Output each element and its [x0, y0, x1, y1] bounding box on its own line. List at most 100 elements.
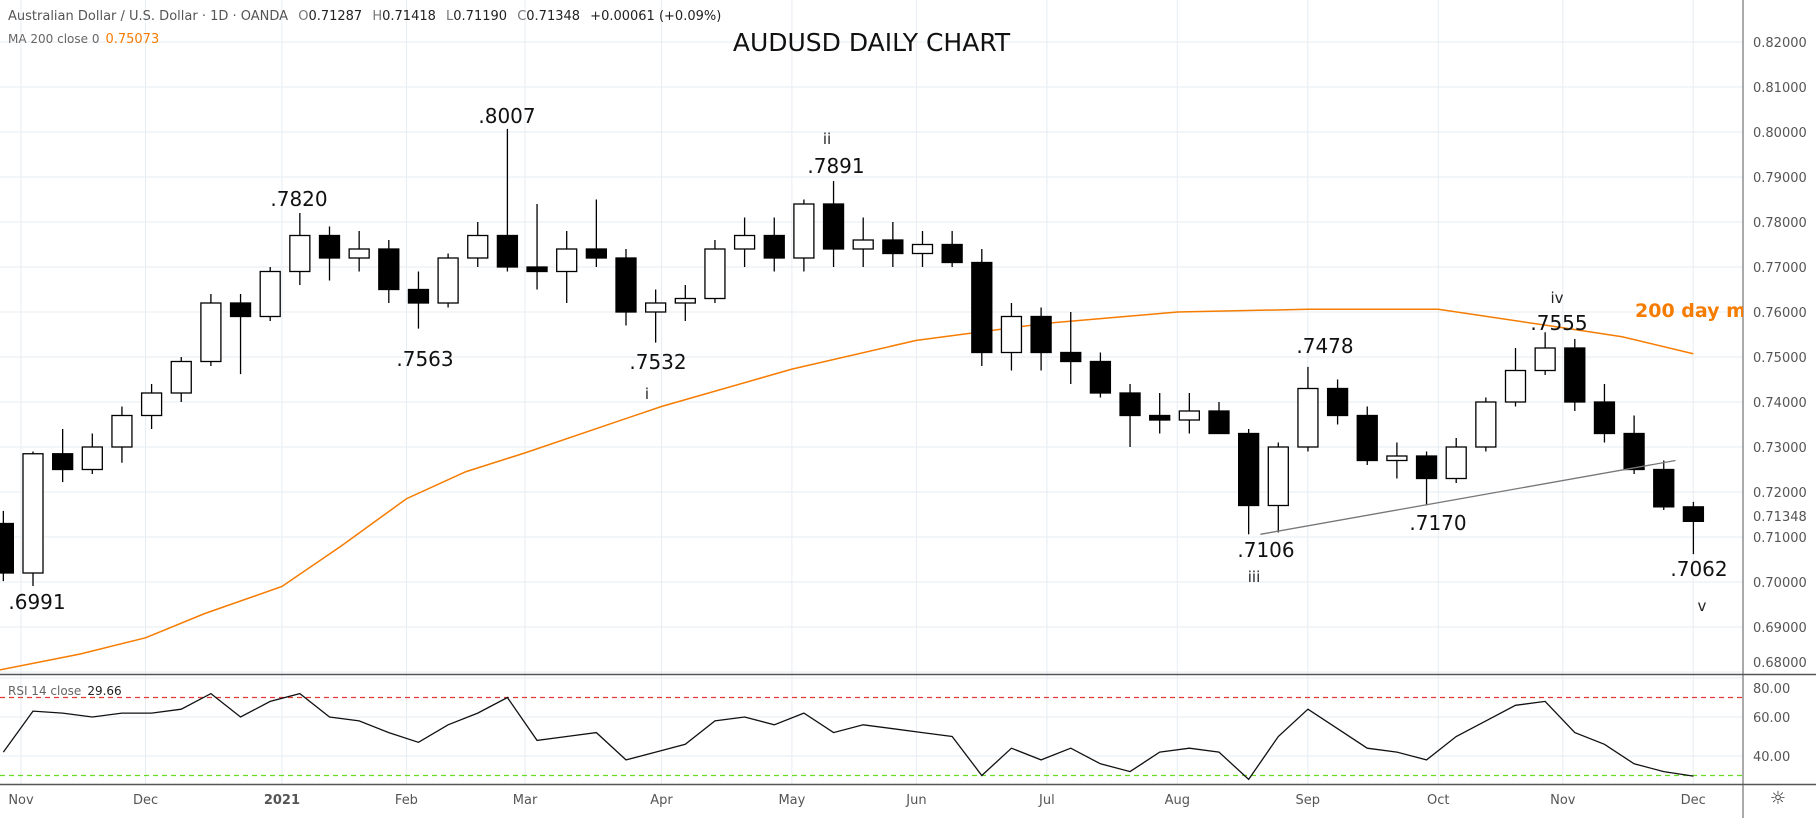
wave-label-i: i	[644, 385, 650, 403]
candle-body-bearish	[882, 239, 904, 255]
candle-body-bullish	[140, 392, 163, 417]
price-tick-label: 0.70000	[1753, 576, 1807, 591]
candle-body-bearish	[1653, 468, 1675, 508]
ohlc-row: Australian Dollar / U.S. Dollar · 1D · O…	[8, 8, 721, 30]
gear-icon[interactable]: ☼	[1769, 788, 1787, 809]
candle-body-bearish	[1208, 410, 1230, 435]
annotation-low-7532: .7532	[629, 350, 687, 374]
price-tick-label: 0.74000	[1753, 396, 1807, 411]
close-value: 0.71348	[526, 9, 581, 24]
rsi-legend[interactable]: RSI 14 close 29.66	[8, 684, 122, 698]
chart-title: AUDUSD DAILY CHART	[732, 28, 1011, 57]
ma-annotation: 200 day ma	[1635, 300, 1743, 322]
low-label: L	[446, 9, 454, 24]
symbol-name[interactable]: Australian Dollar / U.S. Dollar · 1D · O…	[8, 9, 289, 24]
candle-body-bullish	[348, 248, 370, 259]
time-axis[interactable]: Nov Dec 2021 Feb Mar Apr May Jun Jul Aug Sep Oct Nov…	[8, 793, 1706, 808]
candle-body-bearish	[1564, 347, 1586, 403]
candle-body-bearish	[378, 248, 400, 291]
candle-body-bearish	[526, 266, 548, 273]
candle-body-bearish	[1030, 315, 1052, 354]
candle-body-bearish	[1089, 360, 1112, 394]
time-tick-label: Oct	[1427, 793, 1449, 808]
price-axis[interactable]: 0.82000 0.81000 0.80000 0.79000 0.78000 0.770…	[1753, 36, 1807, 765]
candle-body-bearish	[1356, 414, 1378, 462]
time-tick-label: Apr	[650, 793, 673, 808]
candle-body-bearish	[1119, 392, 1141, 417]
candle-body-bullish	[170, 360, 192, 394]
candle-body-bullish	[1386, 455, 1408, 462]
rsi-tick-label: 80.00	[1753, 682, 1790, 697]
candle-body-bullish	[1297, 387, 1319, 448]
candle-body-bearish	[822, 203, 845, 250]
candle-body-bullish	[1000, 315, 1023, 354]
candle-body-bearish	[318, 234, 341, 259]
candle-body-bullish	[704, 248, 726, 300]
time-tick-label: Mar	[513, 793, 538, 808]
candle-body-bullish	[289, 234, 311, 273]
support-trendline	[1260, 459, 1676, 535]
candle-body-bullish	[1475, 401, 1497, 448]
price-tick-label: 0.76000	[1753, 306, 1807, 321]
annotation-high-7891: .7891	[807, 154, 865, 178]
candle-body-bearish	[1060, 351, 1082, 363]
price-tick-label: 0.79000	[1753, 171, 1807, 186]
annotation-low-7062: .7062	[1670, 557, 1728, 581]
time-tick-label: Jul	[1038, 793, 1055, 808]
annotation-low-7106: .7106	[1237, 538, 1295, 562]
price-tick-label: 0.75000	[1753, 351, 1807, 366]
time-tick-label: Feb	[395, 793, 418, 808]
annotation-low-7563: .7563	[396, 347, 454, 371]
rsi-tick-label: 60.00	[1753, 711, 1790, 726]
candle-body-bullish	[911, 243, 934, 255]
time-tick-label: Jun	[905, 793, 926, 808]
candle-body-bearish	[407, 288, 430, 304]
candle-body-bearish	[1623, 432, 1645, 471]
time-tick-label: Dec	[1681, 793, 1706, 808]
candle-body-bearish	[1682, 506, 1705, 522]
price-tick-label: 0.73000	[1753, 441, 1807, 456]
candle-body-bearish	[763, 234, 785, 259]
candle-body-bullish	[645, 302, 667, 313]
candle-body-bullish	[467, 234, 489, 259]
ma200-layer	[0, 308, 1694, 671]
rsi-legend-value: 29.66	[87, 684, 122, 698]
high-label: H	[372, 9, 383, 24]
candle-body-bearish	[0, 522, 14, 574]
wave-label-iii: iii	[1247, 568, 1261, 586]
ma200-line	[0, 308, 1694, 671]
candle-body-bearish	[1326, 387, 1349, 417]
price-tick-label: 0.68000	[1753, 656, 1807, 671]
price-tick-label: 0.82000	[1753, 36, 1807, 51]
price-tick-label: 0.78000	[1753, 216, 1807, 231]
time-tick-label: Sep	[1296, 793, 1321, 808]
rsi-line	[2, 692, 1694, 781]
wave-label-ii: ii	[822, 130, 832, 148]
candle-body-bullish	[1445, 446, 1467, 480]
rsi-tick-label: 40.00	[1753, 750, 1790, 765]
price-tick-label: 0.72000	[1753, 486, 1807, 501]
candle-body-bullish	[81, 446, 103, 471]
candle-body-bearish	[496, 234, 519, 268]
change-value: +0.00061 (+0.09%)	[590, 9, 722, 24]
annotation-low-7170: .7170	[1409, 511, 1467, 535]
candle-body-bullish	[852, 239, 874, 250]
candle-body-bullish	[556, 248, 578, 273]
annotation-high-7478: .7478	[1296, 334, 1354, 358]
candle-body-bullish	[22, 453, 44, 574]
ma-legend-label: MA 200 close 0	[8, 32, 100, 46]
grid	[0, 0, 1743, 784]
low-value: 0.71190	[453, 9, 508, 24]
annotation-high-7820: .7820	[270, 187, 328, 211]
annotation-high-7555: .7555	[1530, 311, 1588, 335]
ma-legend-row[interactable]: MA 200 close 0 0.75073	[8, 30, 721, 52]
price-tick-label: 0.80000	[1753, 126, 1807, 141]
candle-body-bullish	[1178, 410, 1200, 421]
candle-body-bearish	[615, 257, 637, 313]
rsi-legend-label: RSI 14 close	[8, 684, 82, 698]
candle-body-bearish	[585, 248, 607, 259]
time-tick-label: Aug	[1165, 793, 1190, 808]
time-tick-label: May	[778, 793, 805, 808]
open-value: 0.71287	[308, 9, 363, 24]
